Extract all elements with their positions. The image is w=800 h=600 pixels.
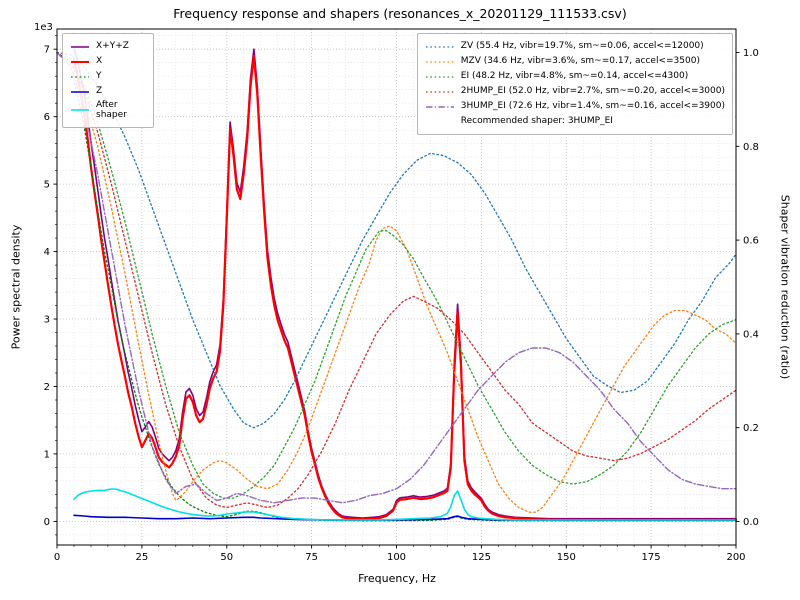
- legend-item-after-shaper: After shaper: [70, 100, 146, 121]
- svg-text:4: 4: [44, 247, 50, 258]
- svg-text:0: 0: [44, 517, 50, 528]
- legend-item-zv: ZV (55.4 Hz, vibr=19.7%, sm~=0.06, accel…: [425, 40, 725, 53]
- svg-text:7: 7: [44, 45, 50, 56]
- empty-swatch-spacer: [425, 117, 455, 127]
- legend-label-xyz: X+Y+Z: [96, 41, 129, 52]
- y-axis-left-label: Power spectral density: [9, 224, 23, 350]
- x-axis-label: Frequency, Hz: [358, 572, 436, 585]
- svg-text:6: 6: [44, 112, 50, 123]
- mzv-line-swatch-icon: [425, 57, 455, 67]
- legend-item-y: Y: [70, 70, 146, 83]
- legend-item-x: X: [70, 55, 146, 68]
- svg-text:0: 0: [54, 552, 60, 563]
- legend-label-after-shaper: After shaper: [96, 100, 127, 121]
- svg-text:150: 150: [557, 552, 576, 563]
- legend-item-ei: EI (48.2 Hz, vibr=4.8%, sm~=0.14, accel<…: [425, 70, 725, 83]
- legend-label-y: Y: [96, 71, 102, 82]
- legend-label-2hump-ei: 2HUMP_EI (52.0 Hz, vibr=2.7%, sm~=0.20, …: [460, 86, 725, 97]
- after-shaper-line-swatch-icon: [70, 105, 90, 115]
- legend-item-xyz: X+Y+Z: [70, 40, 146, 53]
- legend-label-3hump-ei: 3HUMP_EI (72.6 Hz, vibr=1.4%, sm~=0.16, …: [460, 101, 725, 112]
- legend-item-3hump-ei: 3HUMP_EI (72.6 Hz, vibr=1.4%, sm~=0.16, …: [425, 100, 725, 113]
- zv-line-swatch-icon: [425, 42, 455, 52]
- 2hump-ei-line-swatch-icon: [425, 87, 455, 97]
- svg-text:200: 200: [726, 552, 745, 563]
- svg-text:0.4: 0.4: [743, 329, 759, 340]
- legend-label-ei: EI (48.2 Hz, vibr=4.8%, sm~=0.14, accel<…: [460, 71, 689, 82]
- shaper-legend: ZV (55.4 Hz, vibr=19.7%, sm~=0.06, accel…: [416, 33, 733, 135]
- psd-legend: X+Y+Z X Y Z After shaper: [62, 33, 154, 128]
- y-axis-right-label: Shaper vibration reduction (ratio): [778, 194, 792, 380]
- svg-text:0.8: 0.8: [743, 142, 759, 153]
- chart-title: Frequency response and shapers (resonanc…: [173, 6, 627, 21]
- svg-text:0.0: 0.0: [743, 517, 759, 528]
- svg-text:3: 3: [44, 315, 50, 326]
- svg-text:0.2: 0.2: [743, 423, 759, 434]
- z-line-swatch-icon: [70, 87, 90, 97]
- y-line-swatch-icon: [70, 72, 90, 82]
- svg-text:125: 125: [472, 552, 491, 563]
- svg-text:50: 50: [220, 552, 233, 563]
- y-axis-offset-label: 1e3: [34, 22, 53, 33]
- svg-text:1: 1: [44, 449, 50, 460]
- legend-label-zv: ZV (55.4 Hz, vibr=19.7%, sm~=0.06, accel…: [460, 41, 704, 52]
- svg-text:75: 75: [305, 552, 318, 563]
- legend-label-z: Z: [96, 86, 103, 97]
- legend-item-z: Z: [70, 85, 146, 98]
- recommended-shaper-note: Recommended shaper: 3HUMP_EI: [460, 116, 613, 127]
- svg-text:175: 175: [642, 552, 661, 563]
- ei-line-swatch-icon: [425, 72, 455, 82]
- legend-label-mzv: MZV (34.6 Hz, vibr=3.6%, sm~=0.17, accel…: [460, 56, 700, 67]
- svg-text:100: 100: [387, 552, 406, 563]
- 3hump-ei-line-swatch-icon: [425, 102, 455, 112]
- legend-label-x: X: [96, 56, 103, 67]
- svg-text:1.0: 1.0: [743, 48, 759, 59]
- legend-item-2hump-ei: 2HUMP_EI (52.0 Hz, vibr=2.7%, sm~=0.20, …: [425, 85, 725, 98]
- svg-text:0.6: 0.6: [743, 236, 759, 247]
- xyz-line-swatch-icon: [70, 42, 90, 52]
- legend-item-mzv: MZV (34.6 Hz, vibr=3.6%, sm~=0.17, accel…: [425, 55, 725, 68]
- x-line-swatch-icon: [70, 57, 90, 67]
- svg-text:25: 25: [136, 552, 149, 563]
- svg-text:5: 5: [44, 180, 50, 191]
- legend-item-recommended: Recommended shaper: 3HUMP_EI: [425, 115, 725, 128]
- svg-text:2: 2: [44, 382, 50, 393]
